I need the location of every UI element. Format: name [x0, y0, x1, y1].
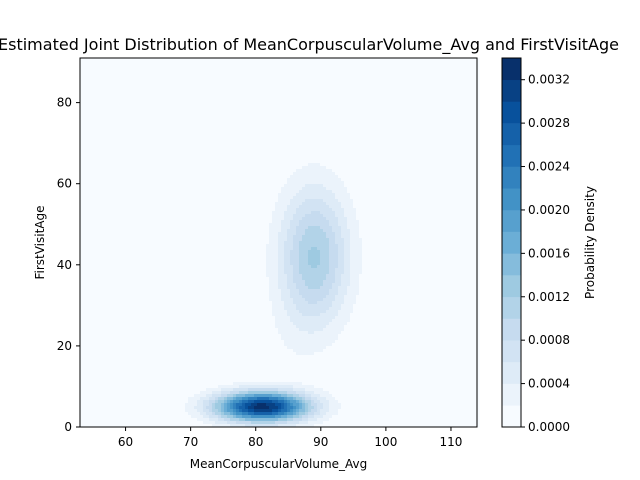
colorbar-band — [502, 101, 521, 124]
colorbar-band — [502, 318, 521, 341]
colorbar-band — [502, 296, 521, 319]
colorbar-band — [502, 144, 521, 167]
colorbar-band — [502, 275, 521, 298]
colorbar: 0.0000 0.0004 0.0008 0.0012 0.0016 0.0020 0.00… — [501, 57, 570, 434]
x-axis: 60 70 80 90 100 110 — [118, 427, 463, 449]
colorbar-band — [502, 253, 521, 276]
colorbar-tick-label: 0.0024 — [528, 160, 570, 174]
colorbar-tick-label: 0.0020 — [528, 203, 570, 217]
colorbar-tick-label: 0.0000 — [528, 420, 570, 434]
x-tick-label: 80 — [248, 435, 263, 449]
colorbar-tick-label: 0.0028 — [528, 116, 570, 130]
colorbar-tick-label: 0.0012 — [528, 290, 570, 304]
colorbar-band — [502, 361, 521, 384]
x-tick-label: 100 — [374, 435, 397, 449]
colorbar-band — [502, 209, 521, 232]
colorbar-band — [502, 383, 521, 406]
colorbar-band — [502, 231, 521, 254]
colorbar-band — [502, 123, 521, 146]
plot-frame — [79, 57, 478, 428]
y-tick-label: 0 — [64, 420, 72, 434]
colorbar-band — [502, 405, 521, 428]
colorbar-band — [502, 340, 521, 363]
y-axis: 0 20 40 60 80 — [57, 96, 80, 434]
y-tick-label: 20 — [57, 339, 72, 353]
y-tick-label: 40 — [57, 258, 72, 272]
colorbar-band — [502, 58, 521, 81]
x-tick-label: 60 — [118, 435, 133, 449]
colorbar-band — [502, 79, 521, 102]
plot-area — [80, 58, 480, 428]
colorbar-tick-label: 0.0004 — [528, 377, 570, 391]
y-tick-label: 80 — [57, 96, 72, 110]
colorbar-tick-label: 0.0032 — [528, 73, 570, 87]
x-tick-label: 90 — [313, 435, 328, 449]
x-axis-label: MeanCorpuscularVolume_Avg — [190, 457, 368, 471]
y-axis-label: FirstVisitAge — [33, 205, 47, 279]
colorbar-band — [502, 188, 521, 211]
colorbar-tick-label: 0.0016 — [528, 246, 570, 260]
chart-title: Estimated Joint Distribution of MeanCorp… — [0, 35, 619, 55]
colorbar-label: Probability Density — [583, 186, 597, 299]
x-tick-label: 70 — [183, 435, 198, 449]
y-tick-label: 60 — [57, 177, 72, 191]
x-tick-label: 110 — [440, 435, 463, 449]
colorbar-band — [502, 166, 521, 189]
colorbar-tick-label: 0.0008 — [528, 333, 570, 347]
